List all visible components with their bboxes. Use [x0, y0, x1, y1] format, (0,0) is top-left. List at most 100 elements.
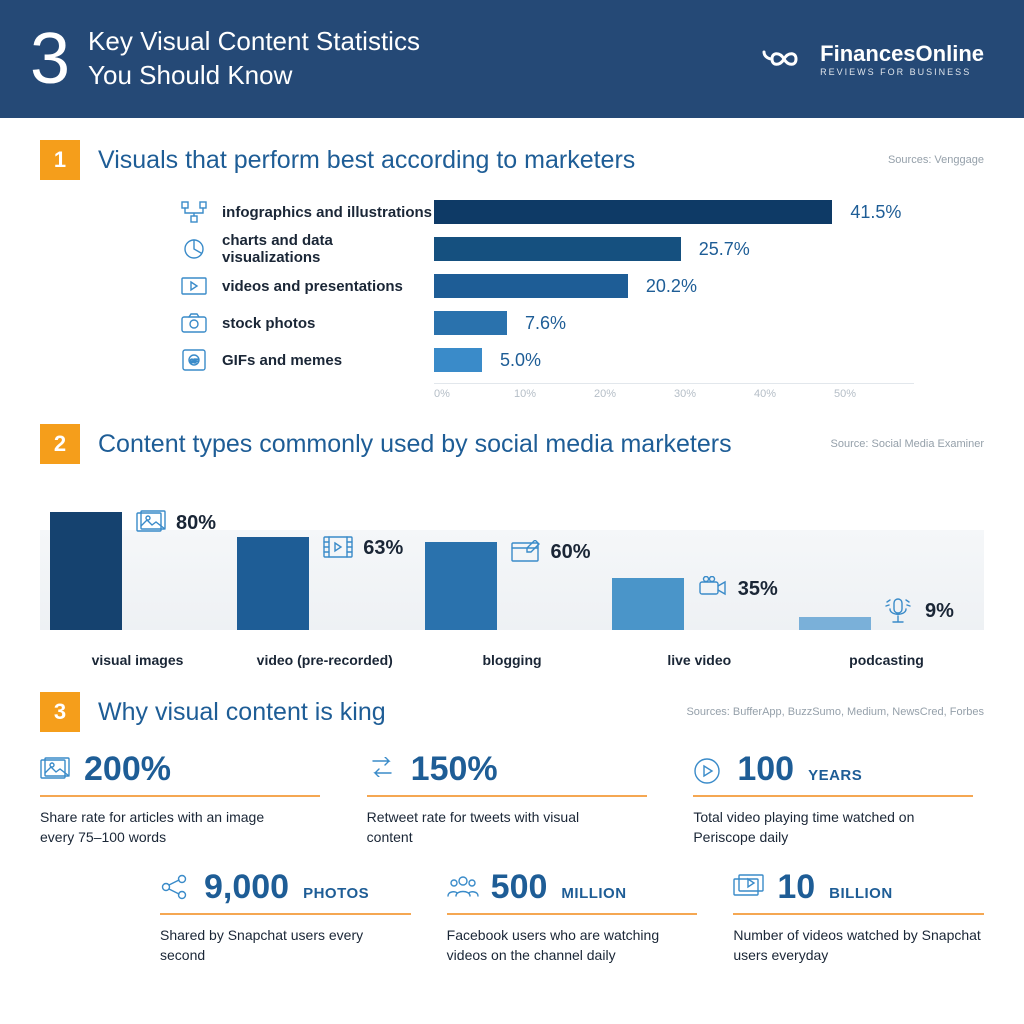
film-icon	[323, 535, 353, 561]
logo-icon	[760, 42, 808, 76]
stat-block: 10 BILLION Number of videos watched by S…	[733, 868, 984, 966]
vbar-fill	[50, 512, 122, 630]
header-title-line2: You Should Know	[88, 59, 420, 93]
stat-head: 200%	[40, 750, 320, 797]
hbar-value: 7.6%	[525, 313, 566, 334]
stat-number: 9,000	[204, 868, 289, 907]
vbar-meta: 80%	[136, 510, 216, 542]
hbar-value: 20.2%	[646, 276, 697, 297]
stat-unit: YEARS	[808, 767, 862, 784]
stat-block: 9,000 PHOTOS Shared by Snapchat users ev…	[160, 868, 411, 966]
hbar-fill	[434, 311, 507, 335]
stat-block: 100 YEARS Total video playing time watch…	[693, 750, 984, 848]
header-title: Key Visual Content Statistics You Should…	[88, 25, 420, 93]
hbar-label: charts and data visualizations	[222, 232, 434, 266]
stat-block: 500 MILLION Facebook users who are watch…	[447, 868, 698, 966]
vbar-fill	[612, 578, 684, 630]
section-3-source: Sources: BufferApp, BuzzSumo, Medium, Ne…	[686, 706, 984, 718]
hbar-label: stock photos	[222, 315, 434, 332]
vbar-fill	[425, 542, 497, 631]
vbar-item: 35%	[612, 482, 787, 630]
gif-icon: GIF	[180, 349, 208, 371]
hbar-value: 41.5%	[850, 202, 901, 223]
image-icon	[136, 510, 166, 536]
vbar-item: 63%	[237, 482, 412, 630]
vbar-caption: visual images	[50, 652, 225, 668]
section-3-number: 3	[40, 692, 80, 732]
logo: FinancesOnline REVIEWS FOR BUSINESS	[760, 41, 984, 77]
vbar-meta: 60%	[511, 540, 591, 572]
stat-description: Total video playing time watched on Peri…	[693, 807, 953, 848]
stat-block: 200% Share rate for articles with an ima…	[40, 750, 331, 848]
section-3-head: 3 Why visual content is king Sources: Bu…	[40, 692, 984, 732]
stat-number: 10	[777, 868, 815, 907]
hbar-row: stock photos 7.6%	[180, 309, 984, 337]
stat-unit: BILLION	[829, 885, 893, 902]
header-number: 3	[30, 23, 70, 95]
header: 3 Key Visual Content Statistics You Shou…	[0, 0, 1024, 118]
vbar-item: 60%	[425, 482, 600, 630]
axis-tick: 10%	[514, 388, 594, 400]
logo-text: FinancesOnline REVIEWS FOR BUSINESS	[820, 41, 984, 77]
svg-text:GIF: GIF	[190, 359, 198, 365]
section-1: 1 Visuals that perform best according to…	[40, 140, 984, 400]
vbar-top: 35%	[612, 482, 787, 630]
hbar-track: 5.0%	[434, 348, 984, 372]
users-icon	[447, 874, 477, 900]
section-3: 3 Why visual content is king Sources: Bu…	[40, 692, 984, 965]
hbar-value: 25.7%	[699, 239, 750, 260]
stats-row-2: 9,000 PHOTOS Shared by Snapchat users ev…	[160, 868, 984, 966]
vbar-value: 63%	[363, 537, 403, 560]
stat-head: 100 YEARS	[693, 750, 973, 797]
retweet-icon	[367, 757, 397, 783]
header-title-line1: Key Visual Content Statistics	[88, 25, 420, 59]
play-icon	[693, 757, 723, 783]
hbar-row: videos and presentations 20.2%	[180, 272, 984, 300]
hbar-label: videos and presentations	[222, 278, 434, 295]
horizontal-bar-chart: infographics and illustrations 41.5% cha…	[180, 198, 984, 374]
video-icon	[180, 275, 208, 297]
section-1-number: 1	[40, 140, 80, 180]
vbar-fill	[237, 537, 309, 630]
chart-icon	[180, 238, 208, 260]
stat-head: 10 BILLION	[733, 868, 984, 915]
hbar-fill	[434, 237, 681, 261]
hbar-value: 5.0%	[500, 350, 541, 371]
logo-sub: REVIEWS FOR BUSINESS	[820, 67, 984, 77]
section-1-title: Visuals that perform best according to m…	[98, 146, 635, 175]
hbar-axis: 0%10%20%30%40%50%	[434, 383, 914, 400]
section-2-title: Content types commonly used by social me…	[98, 430, 732, 459]
stat-description: Share rate for articles with an image ev…	[40, 807, 300, 848]
vbar-top: 9%	[799, 482, 974, 630]
hbar-track: 20.2%	[434, 274, 984, 298]
stat-head: 9,000 PHOTOS	[160, 868, 411, 915]
axis-tick: 0%	[434, 388, 514, 400]
vbar-value: 80%	[176, 512, 216, 535]
stat-number: 500	[491, 868, 548, 907]
stat-number: 200%	[84, 750, 171, 789]
vbar-meta: 9%	[885, 598, 954, 630]
hbar-fill	[434, 200, 832, 224]
section-1-source: Sources: Venggage	[888, 154, 984, 166]
hbar-track: 7.6%	[434, 311, 984, 335]
vbar-captions: visual imagesvideo (pre-recorded)bloggin…	[40, 642, 984, 668]
stat-unit: MILLION	[561, 885, 626, 902]
vbar-top: 80%	[50, 482, 225, 630]
stat-description: Shared by Snapchat users every second	[160, 925, 411, 966]
section-2-number: 2	[40, 424, 80, 464]
stat-description: Number of videos watched by Snapchat use…	[733, 925, 984, 966]
hbar-track: 41.5%	[434, 200, 984, 224]
screens-icon	[733, 874, 763, 900]
stat-head: 150%	[367, 750, 647, 797]
section-2-head: 2 Content types commonly used by social …	[40, 424, 984, 464]
axis-tick: 20%	[594, 388, 674, 400]
stat-head: 500 MILLION	[447, 868, 698, 915]
vbar-value: 35%	[738, 578, 778, 601]
mic-icon	[885, 598, 915, 624]
infographic-icon	[180, 201, 208, 223]
image-icon	[40, 757, 70, 783]
stat-number: 150%	[411, 750, 498, 789]
logo-main: FinancesOnline	[820, 41, 984, 67]
vbar-item: 9%	[799, 482, 974, 630]
share-icon	[160, 874, 190, 900]
